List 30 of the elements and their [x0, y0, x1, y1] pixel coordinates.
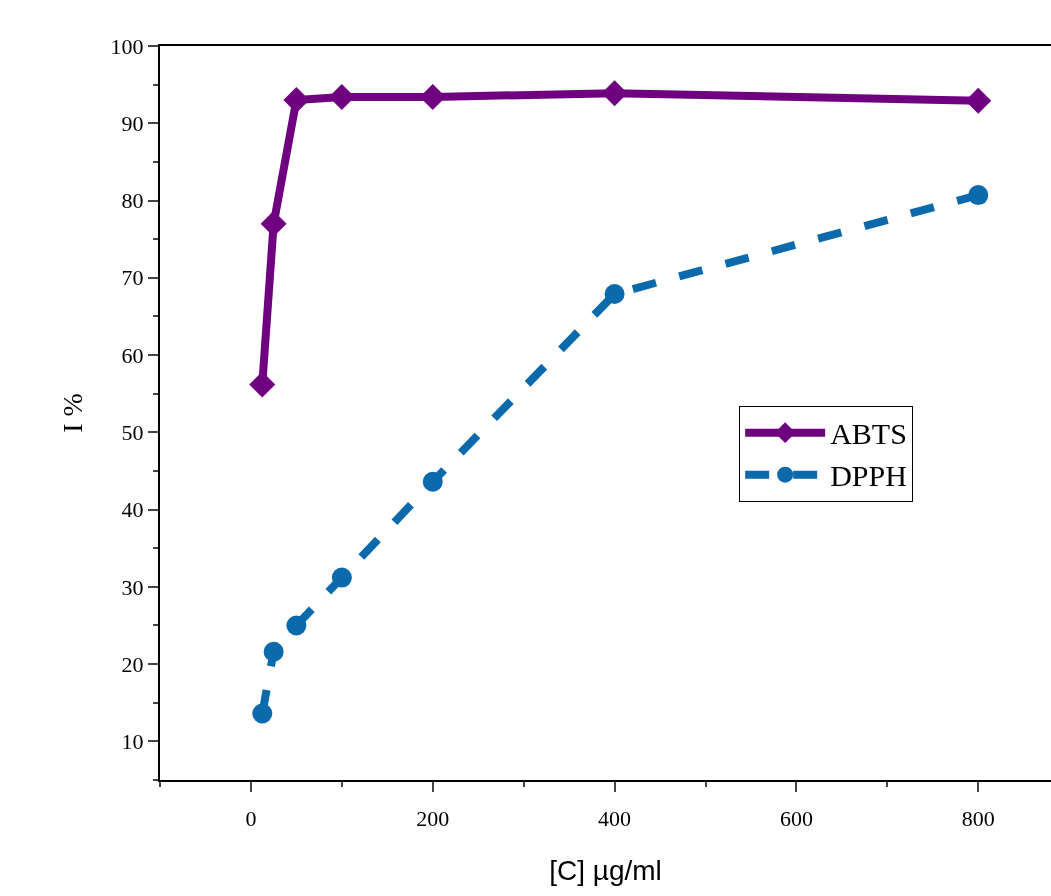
point: [604, 284, 625, 304]
point: [260, 210, 287, 237]
x-tick-label: 600: [779, 806, 813, 832]
point: [252, 703, 273, 724]
y-tick-label: 50: [121, 420, 144, 446]
y-axis-title: I %: [56, 393, 88, 433]
y-tick-label: 20: [121, 651, 144, 677]
legend-label: ABTS: [830, 417, 907, 451]
point: [965, 87, 992, 114]
x-axis-title: [C] µg/ml: [549, 855, 662, 886]
x-tick-label: 0: [245, 806, 257, 832]
x-tick-label: 200: [416, 806, 450, 832]
point: [331, 567, 352, 588]
y-tick-label: 30: [121, 574, 144, 600]
y-tick-label: 70: [121, 265, 144, 291]
y-tick-label: 60: [121, 342, 144, 368]
x-tick-label: 400: [598, 806, 632, 832]
point: [263, 641, 284, 662]
x-tick-label: 800: [961, 806, 995, 832]
y-tick-label: 80: [121, 188, 144, 214]
y-tick-label: 90: [121, 110, 144, 136]
legend-label: DPPH: [830, 459, 907, 493]
point: [283, 87, 310, 114]
y-tick-label: 10: [121, 729, 144, 755]
point: [249, 371, 276, 398]
point: [968, 185, 989, 206]
point: [286, 615, 307, 636]
y-tick-label: 40: [121, 497, 144, 523]
point: [422, 471, 443, 492]
y-tick-label: 100: [110, 33, 144, 59]
